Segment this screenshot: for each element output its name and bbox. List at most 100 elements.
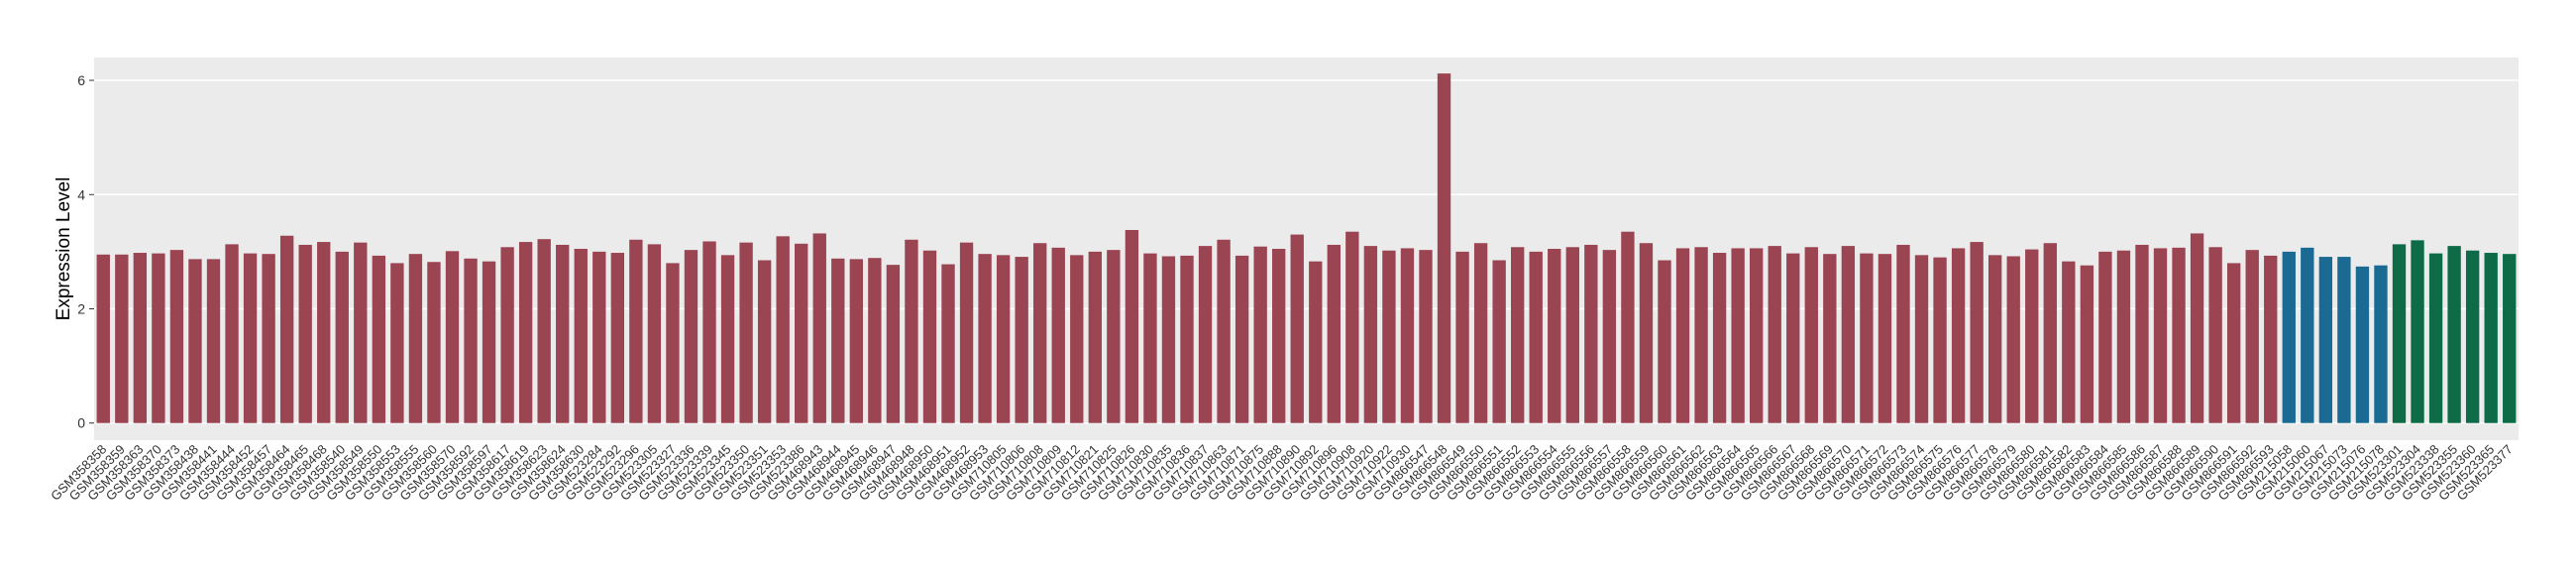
bar: [1363, 246, 1378, 423]
bar: [1161, 256, 1176, 423]
bar: [464, 258, 478, 423]
bar: [1529, 251, 1543, 423]
bar: [1970, 242, 1984, 423]
panel: [94, 58, 2519, 440]
bar: [922, 250, 937, 423]
bar: [1511, 247, 1525, 423]
bar: [2245, 250, 2259, 423]
bar: [1400, 248, 1415, 423]
bar: [518, 242, 533, 423]
bar: [1107, 250, 1121, 423]
bar: [1180, 255, 1194, 423]
bar: [2264, 255, 2278, 423]
bar: [2411, 240, 2424, 423]
bar: [1823, 254, 1837, 423]
bar: [1125, 229, 1139, 423]
bar: [959, 242, 974, 423]
bar: [298, 244, 312, 423]
bar: [2355, 266, 2370, 423]
y-tick-label: 2: [77, 300, 85, 316]
bar: [2025, 249, 2039, 423]
bar: [978, 254, 992, 423]
bar: [354, 242, 368, 423]
bar: [1658, 260, 1671, 423]
bar: [1914, 255, 1929, 423]
bar: [2301, 247, 2314, 423]
bar: [2465, 250, 2480, 423]
bar: [1639, 243, 1654, 423]
bar: [1565, 247, 1579, 423]
bar: [795, 243, 808, 423]
bar: [390, 263, 404, 423]
bar: [262, 254, 275, 423]
bar: [2392, 244, 2407, 423]
bar: [1712, 253, 1727, 423]
bar: [2172, 247, 2186, 423]
bar: [2043, 243, 2057, 423]
bar: [206, 259, 221, 423]
y-tick-label: 4: [77, 186, 85, 202]
bar: [1987, 255, 2002, 423]
bar: [1694, 247, 1708, 423]
y-tick-label: 6: [77, 72, 85, 88]
bar: [1841, 246, 1856, 423]
bar: [556, 244, 570, 423]
bar: [1750, 248, 1764, 423]
bar: [1051, 247, 1065, 423]
bar: [317, 242, 331, 423]
bar: [1860, 253, 1874, 423]
bar: [647, 244, 662, 423]
bar: [1933, 257, 1947, 423]
bar: [1015, 257, 1028, 423]
bar: [96, 254, 110, 423]
bar: [996, 255, 1011, 423]
bar: [666, 263, 680, 423]
bar: [1602, 250, 1617, 423]
bar: [2080, 265, 2094, 423]
bar: [1548, 249, 1561, 423]
bar: [2116, 250, 2131, 423]
bar: [831, 258, 845, 423]
bar: [1455, 251, 1469, 423]
bar: [2006, 256, 2020, 423]
bar: [2135, 244, 2149, 423]
bar: [1731, 248, 1745, 423]
bar: [1437, 73, 1451, 423]
bar: [1345, 231, 1359, 423]
bar: [1492, 260, 1506, 423]
bar: [169, 250, 184, 423]
bar: [188, 259, 202, 423]
bar: [1070, 255, 1084, 423]
bar: [1878, 254, 1892, 423]
bar: [1253, 246, 1267, 423]
bar: [243, 253, 258, 423]
bar: [445, 251, 460, 423]
bar: [905, 239, 918, 423]
bar: [684, 250, 698, 423]
bar: [1768, 246, 1781, 423]
bar: [537, 239, 551, 423]
bar: [1382, 250, 1396, 423]
bar: [482, 261, 496, 423]
bar: [702, 241, 716, 423]
bar: [1217, 239, 1231, 423]
bar: [225, 244, 239, 423]
bar: [2428, 253, 2443, 423]
bar: [849, 259, 863, 423]
bar: [2374, 265, 2388, 423]
bar: [610, 253, 625, 423]
bar: [2190, 233, 2204, 423]
bar: [279, 235, 294, 423]
bar: [1088, 251, 1102, 423]
bar: [2447, 246, 2461, 423]
bar: [500, 247, 514, 423]
bar: [1327, 244, 1341, 423]
bar: [335, 251, 349, 423]
y-tick-label: 0: [77, 415, 85, 431]
bar: [2062, 261, 2076, 423]
bar: [720, 255, 735, 423]
y-axis-label: Expression Level: [54, 177, 74, 321]
bar: [629, 239, 643, 423]
bar: [1309, 261, 1323, 423]
